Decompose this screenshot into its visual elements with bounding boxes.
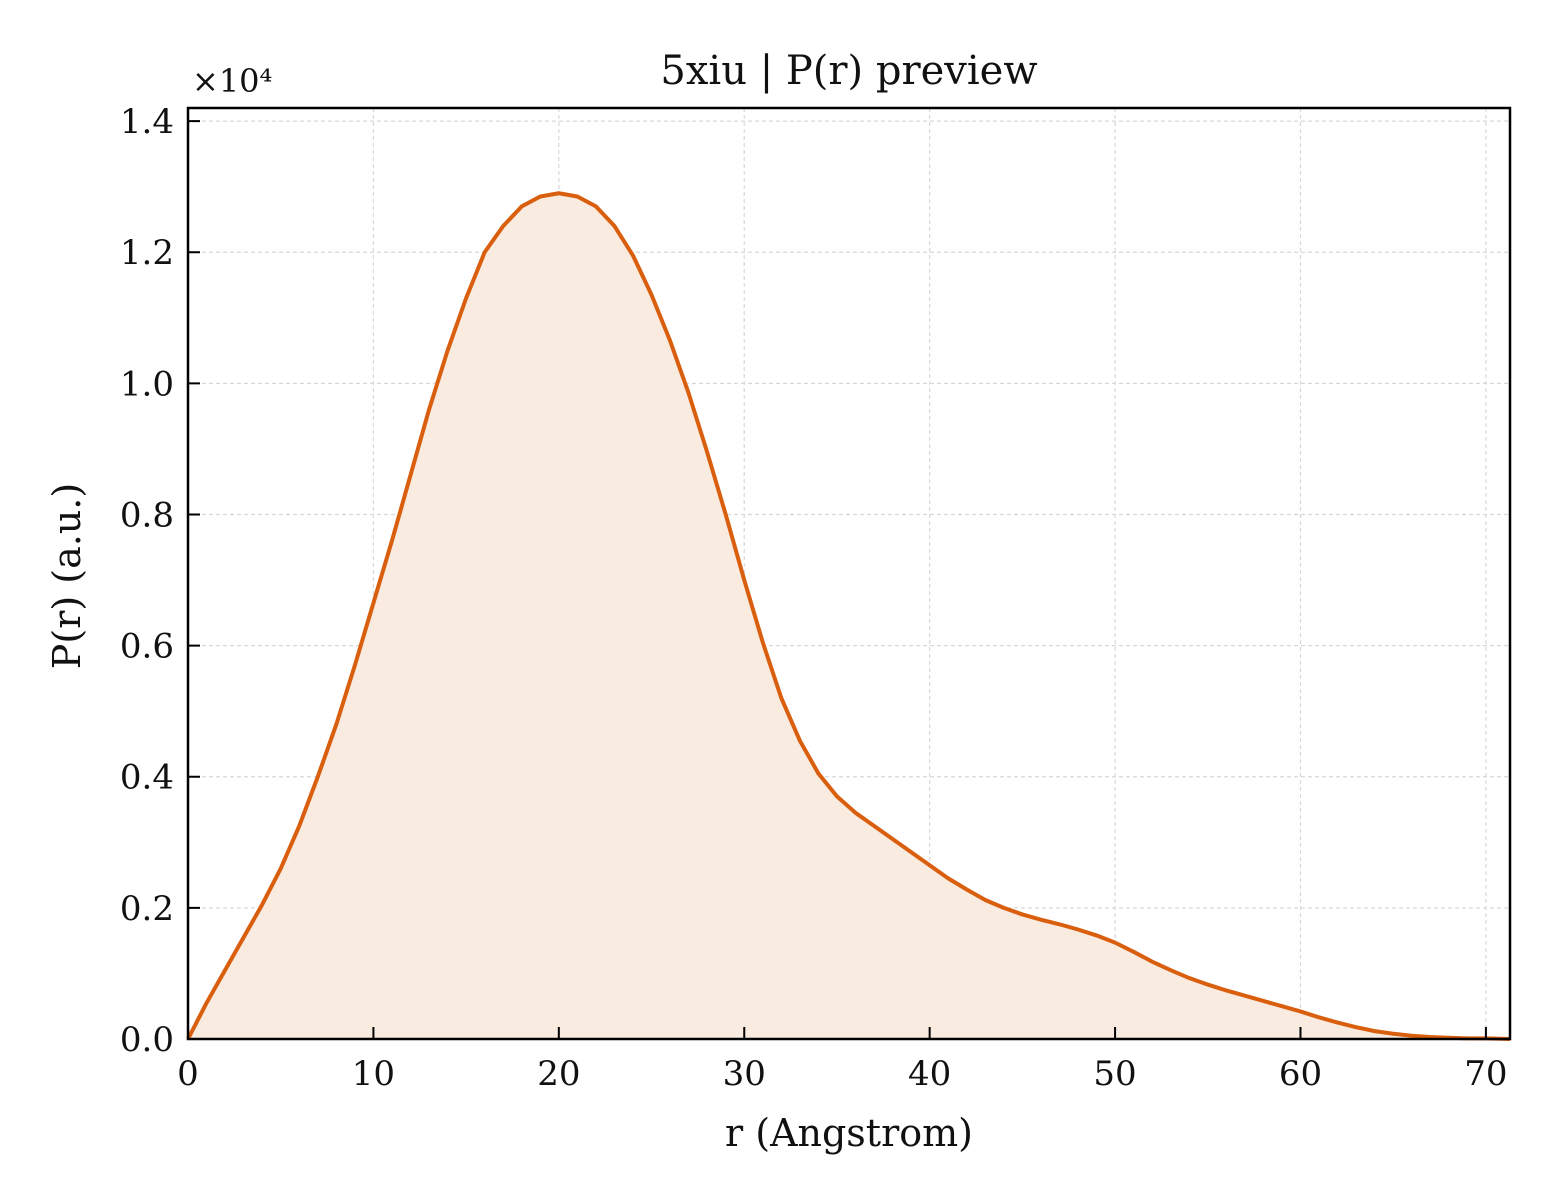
x-tick-label: 30: [723, 1054, 766, 1094]
x-tick-label: 50: [1093, 1054, 1136, 1094]
y-tick-label: 0.8: [120, 495, 174, 535]
y-tick-label: 1.0: [120, 364, 174, 404]
x-axis-label: r (Angstrom): [725, 1111, 973, 1155]
y-tick-label: 0.0: [120, 1020, 174, 1060]
x-tick-label: 70: [1464, 1054, 1507, 1094]
x-tick-label: 20: [537, 1054, 580, 1094]
y-axis-label: P(r) (a.u.): [45, 483, 89, 669]
y-tick-label: 1.2: [120, 233, 174, 273]
x-tick-label: 40: [908, 1054, 951, 1094]
x-tick-label: 0: [177, 1054, 199, 1094]
y-tick-label: 0.6: [120, 627, 174, 667]
pr-series-line: [186, 191, 1511, 1041]
y-tick-label: 0.4: [120, 758, 174, 798]
axis-ticks: 0 10 20 30 40 50 60 70 0.0 0.2 0.4 0.6 0.8 1.0 1.2 1.4: [120, 102, 1508, 1094]
y-multiplier-label: ×10⁴: [192, 62, 272, 100]
pr-area-fill: [188, 193, 1510, 1040]
chart-title: 5xiu | P(r) preview: [660, 48, 1037, 94]
y-tick-label: 0.2: [120, 889, 174, 929]
x-tick-label: 10: [352, 1054, 395, 1094]
y-tick-label: 1.4: [120, 102, 174, 142]
x-tick-label: 60: [1279, 1054, 1322, 1094]
plot-frame: [186, 106, 1512, 1041]
